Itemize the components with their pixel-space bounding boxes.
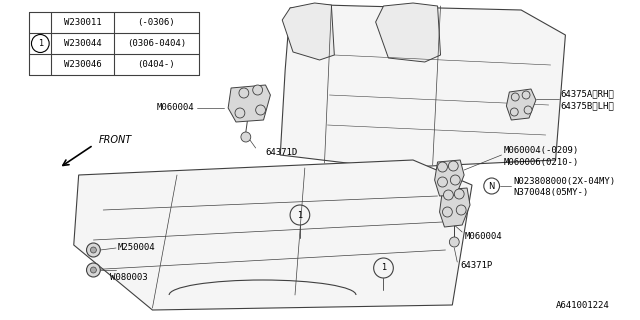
Text: (0404-): (0404-): [138, 60, 175, 69]
Polygon shape: [74, 160, 472, 310]
Text: 1: 1: [381, 263, 386, 273]
Text: (-0306): (-0306): [138, 18, 175, 27]
Circle shape: [522, 91, 530, 99]
Text: 64375B〈LH〉: 64375B〈LH〉: [561, 101, 614, 110]
Text: A641001224: A641001224: [556, 301, 610, 310]
Circle shape: [444, 190, 453, 200]
Polygon shape: [440, 188, 470, 227]
Circle shape: [451, 175, 460, 185]
Polygon shape: [376, 3, 440, 62]
Text: 64375A〈RH〉: 64375A〈RH〉: [561, 90, 614, 99]
Polygon shape: [506, 89, 536, 120]
Text: N370048(05MY-): N370048(05MY-): [513, 188, 589, 196]
Circle shape: [442, 207, 452, 217]
Text: N023808000(2X-04MY): N023808000(2X-04MY): [513, 177, 616, 186]
Circle shape: [235, 108, 245, 118]
Text: (0306-0404): (0306-0404): [127, 39, 186, 48]
Text: 64371D: 64371D: [266, 148, 298, 156]
Circle shape: [90, 267, 97, 273]
Text: M250004: M250004: [118, 243, 156, 252]
Circle shape: [86, 263, 100, 277]
Polygon shape: [435, 160, 464, 196]
Circle shape: [454, 189, 464, 199]
Polygon shape: [280, 5, 565, 168]
Text: W080003: W080003: [110, 274, 148, 283]
Text: 1: 1: [298, 211, 303, 220]
Text: N: N: [488, 181, 495, 190]
Circle shape: [524, 106, 532, 114]
Text: M060004: M060004: [464, 231, 502, 241]
Circle shape: [241, 132, 251, 142]
Text: FRONT: FRONT: [99, 135, 132, 145]
Circle shape: [86, 243, 100, 257]
Text: M060004: M060004: [157, 102, 195, 111]
Text: 1: 1: [38, 39, 43, 48]
Circle shape: [438, 162, 447, 172]
Circle shape: [253, 85, 262, 95]
Circle shape: [449, 161, 458, 171]
Text: W230044: W230044: [64, 39, 101, 48]
Circle shape: [449, 237, 460, 247]
Text: M060006(0210-): M060006(0210-): [504, 157, 579, 166]
Text: W230011: W230011: [64, 18, 101, 27]
Circle shape: [510, 108, 518, 116]
Polygon shape: [282, 3, 334, 60]
Polygon shape: [228, 85, 271, 122]
Circle shape: [255, 105, 266, 115]
Text: M060004(-0209): M060004(-0209): [504, 146, 579, 155]
Text: W230046: W230046: [64, 60, 101, 69]
Text: 64371P: 64371P: [460, 261, 492, 270]
Circle shape: [511, 93, 519, 101]
Circle shape: [90, 247, 97, 253]
Circle shape: [239, 88, 249, 98]
Circle shape: [456, 205, 466, 215]
Circle shape: [438, 177, 447, 187]
